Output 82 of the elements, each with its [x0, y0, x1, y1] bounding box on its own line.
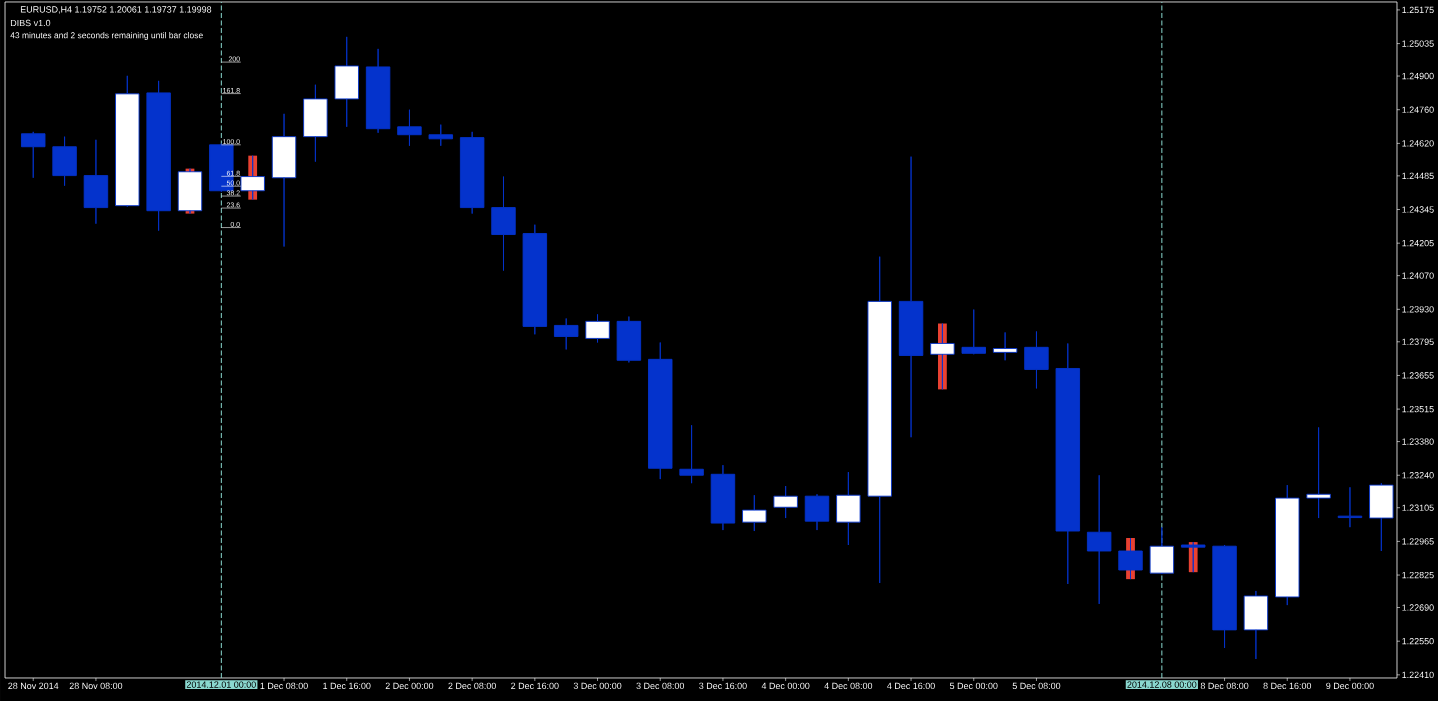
candlestick: [115, 75, 140, 208]
x-tick-label: 2 Dec 00:00: [385, 682, 434, 690]
candlestick: [522, 224, 548, 335]
candlestick: [898, 156, 924, 438]
y-tick-label: 1.25175: [1402, 6, 1434, 14]
chart-title: EURUSD,H4 1.19752 1.20061 1.19737 1.19998: [20, 6, 212, 14]
y-tick-label: 1.22410: [1402, 671, 1434, 679]
x-tick-label: 8 Dec 16:00: [1263, 682, 1312, 690]
candlestick: [867, 256, 892, 584]
y-tick-label: 1.23240: [1402, 472, 1434, 479]
candlestick: [1024, 330, 1049, 389]
candlestick: [992, 331, 1018, 361]
candlestick: [334, 36, 359, 128]
x-tick-label: 3 Dec 08:00: [636, 682, 685, 690]
candlestick: [1149, 526, 1175, 575]
y-tick-label: 1.23515: [1402, 405, 1434, 413]
x-tick-label: 2 Dec 16:00: [511, 682, 559, 690]
candlestick: [1243, 590, 1269, 660]
candlestick: [585, 313, 610, 343]
y-tick-label: 1.24760: [1402, 106, 1434, 113]
x-tick-label: 2014.12.01 00:00: [186, 681, 256, 688]
y-tick-label: 1.25035: [1402, 40, 1434, 47]
y-tick-label: 1.22965: [1402, 538, 1434, 545]
candlestick: [428, 124, 453, 147]
x-tick-label: 1 Dec 16:00: [323, 682, 371, 690]
x-tick-label: 3 Dec 00:00: [573, 682, 622, 690]
candlestick: [1055, 343, 1081, 585]
y-tick-label: 1.23380: [1402, 438, 1434, 445]
x-tick-label: 4 Dec 08:00: [824, 682, 873, 690]
candlestick: [52, 136, 77, 187]
candlestick: [836, 471, 861, 546]
y-tick-label: 1.22550: [1402, 638, 1434, 645]
y-tick-label: 1.24345: [1402, 206, 1434, 213]
x-tick-label: 4 Dec 16:00: [887, 682, 935, 690]
candlestick: [616, 316, 642, 363]
candlestick: [1337, 486, 1363, 528]
candlestick: [491, 176, 516, 272]
y-tick-label: 1.22825: [1402, 571, 1434, 579]
candlestick: [1275, 484, 1300, 606]
y-tick-label: 1.24205: [1402, 240, 1434, 247]
x-tick-label: 5 Dec 08:00: [1012, 682, 1061, 690]
candlestick: [773, 485, 798, 519]
candlestick: [397, 109, 422, 147]
x-tick-label: 9 Dec 00:00: [1326, 682, 1374, 690]
candlestick: [365, 48, 391, 134]
y-tick-label: 1.24900: [1402, 72, 1434, 80]
candlestick: [271, 113, 297, 247]
text: DIBS v1.0: [10, 19, 51, 27]
x-tick-label: 1 Dec 08:00: [260, 682, 308, 690]
candlestick: [146, 80, 171, 232]
candlestick: [1369, 482, 1394, 552]
candlestick: [83, 139, 109, 225]
y-tick-label: 1.23105: [1402, 504, 1434, 511]
x-tick-label: 8 Dec 08:00: [1200, 682, 1249, 690]
candlestick: [679, 424, 704, 484]
candlestick: [459, 131, 485, 215]
x-tick-label: 4 Dec 00:00: [761, 682, 810, 690]
x-tick-label: 2014.12.08 00:00: [1127, 681, 1197, 688]
y-tick-label: 1.22690: [1402, 604, 1434, 611]
candlestick: [1306, 426, 1331, 519]
x-tick-label: 3 Dec 16:00: [699, 682, 747, 690]
y-tick-label: 1.23655: [1402, 372, 1434, 379]
x-tick-label: 2 Dec 08:00: [448, 682, 496, 690]
y-tick-label: 1.23930: [1402, 306, 1434, 313]
x-tick-label: 28 Nov 08:00: [69, 682, 123, 690]
candlestick: [961, 309, 986, 355]
candlestick: [804, 493, 830, 531]
y-tick-label: 1.24620: [1402, 140, 1434, 147]
y-tick-label: 1.24485: [1402, 172, 1434, 180]
candlestick: [710, 464, 736, 531]
x-tick-label: 5 Dec 00:00: [949, 682, 998, 690]
candlestick: [1086, 474, 1112, 605]
y-tick-label: 1.24070: [1402, 272, 1434, 279]
candlestick: [303, 84, 328, 163]
x-tick-label: 28 Nov 2014: [8, 682, 59, 690]
candlestick: [1212, 544, 1237, 649]
annotation: 43 minutes and 2 seconds remaining until bar close: [10, 32, 203, 40]
candlestick: [742, 494, 767, 532]
y-tick-label: 1.23795: [1402, 338, 1434, 345]
candlestick: [553, 318, 579, 350]
candlestick: [21, 131, 46, 179]
candlestick: [648, 342, 673, 480]
